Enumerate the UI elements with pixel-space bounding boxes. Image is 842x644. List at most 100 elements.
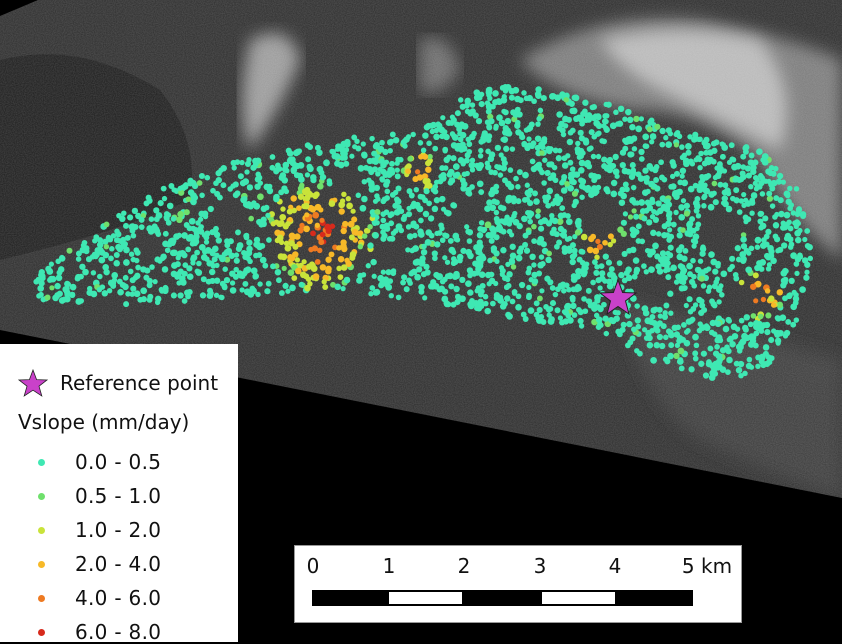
velocity-point bbox=[630, 184, 637, 191]
velocity-point bbox=[617, 226, 624, 233]
velocity-point bbox=[659, 141, 666, 148]
velocity-point bbox=[653, 341, 661, 349]
velocity-point bbox=[785, 198, 792, 205]
velocity-point bbox=[405, 224, 412, 230]
velocity-point bbox=[594, 264, 600, 270]
velocity-point bbox=[38, 269, 45, 276]
velocity-point bbox=[599, 138, 605, 144]
velocity-point bbox=[527, 218, 533, 225]
velocity-point bbox=[185, 246, 192, 253]
velocity-point bbox=[428, 122, 435, 129]
velocity-point bbox=[284, 167, 290, 174]
velocity-point bbox=[478, 220, 485, 226]
velocity-point bbox=[763, 241, 770, 248]
velocity-point bbox=[442, 255, 448, 261]
velocity-point bbox=[648, 166, 655, 172]
velocity-point bbox=[218, 294, 224, 300]
velocity-point bbox=[620, 192, 627, 200]
velocity-point bbox=[695, 213, 702, 219]
velocity-point bbox=[372, 232, 379, 239]
velocity-point bbox=[575, 140, 581, 147]
velocity-point bbox=[54, 282, 61, 290]
velocity-point bbox=[86, 289, 93, 296]
velocity-point bbox=[529, 143, 535, 150]
velocity-point bbox=[664, 256, 670, 262]
velocity-point bbox=[357, 244, 363, 250]
velocity-point bbox=[582, 308, 589, 315]
velocity-point bbox=[504, 295, 511, 302]
velocity-point bbox=[319, 217, 325, 223]
velocity-point bbox=[297, 227, 304, 234]
velocity-point bbox=[760, 296, 767, 303]
velocity-point bbox=[573, 285, 581, 293]
velocity-point bbox=[747, 321, 754, 328]
velocity-point bbox=[603, 101, 609, 108]
velocity-point bbox=[679, 173, 685, 179]
velocity-point bbox=[622, 181, 629, 188]
velocity-point bbox=[663, 334, 669, 341]
velocity-point bbox=[484, 205, 491, 213]
velocity-point bbox=[380, 229, 386, 235]
velocity-point bbox=[308, 246, 314, 253]
velocity-point bbox=[177, 185, 183, 191]
velocity-point bbox=[297, 193, 305, 200]
velocity-point bbox=[407, 155, 414, 162]
velocity-point bbox=[260, 205, 268, 213]
velocity-point bbox=[283, 188, 290, 195]
velocity-point bbox=[468, 133, 476, 141]
velocity-point bbox=[361, 178, 368, 185]
velocity-point bbox=[296, 172, 304, 180]
velocity-point bbox=[235, 229, 241, 236]
velocity-point bbox=[236, 242, 244, 249]
velocity-point bbox=[312, 211, 320, 219]
reference-point-star-icon bbox=[598, 278, 638, 316]
velocity-point bbox=[748, 245, 755, 252]
velocity-point bbox=[686, 262, 693, 270]
velocity-point bbox=[544, 194, 552, 201]
velocity-point bbox=[157, 200, 164, 207]
velocity-point bbox=[736, 209, 743, 215]
velocity-point bbox=[515, 293, 522, 300]
velocity-point bbox=[247, 258, 253, 265]
velocity-point bbox=[644, 247, 651, 254]
velocity-point bbox=[288, 240, 295, 247]
velocity-point bbox=[764, 328, 771, 336]
velocity-point bbox=[401, 213, 408, 220]
velocity-point bbox=[630, 170, 637, 177]
velocity-point bbox=[181, 232, 188, 239]
velocity-point bbox=[542, 157, 548, 163]
velocity-point bbox=[458, 121, 465, 128]
velocity-point bbox=[687, 308, 694, 315]
velocity-point bbox=[316, 149, 323, 156]
velocity-point bbox=[650, 357, 657, 364]
velocity-point bbox=[485, 271, 492, 279]
velocity-point bbox=[186, 273, 194, 281]
velocity-point bbox=[774, 337, 782, 344]
velocity-point bbox=[316, 247, 323, 254]
velocity-point bbox=[319, 264, 327, 271]
velocity-point bbox=[658, 159, 664, 166]
velocity-point bbox=[747, 159, 755, 166]
velocity-point bbox=[131, 207, 139, 215]
velocity-point bbox=[377, 274, 385, 282]
velocity-point bbox=[466, 148, 473, 155]
velocity-point bbox=[588, 129, 595, 136]
velocity-point bbox=[304, 284, 311, 292]
velocity-point bbox=[115, 243, 122, 251]
velocity-point bbox=[123, 301, 130, 308]
velocity-point bbox=[464, 170, 470, 177]
velocity-point bbox=[550, 201, 556, 207]
velocity-point bbox=[716, 286, 723, 294]
velocity-point bbox=[579, 194, 585, 200]
velocity-point bbox=[549, 285, 556, 291]
velocity-point bbox=[627, 214, 634, 220]
scale-tick-label: 2 bbox=[457, 554, 471, 578]
velocity-point bbox=[625, 168, 632, 175]
velocity-point bbox=[102, 263, 110, 271]
velocity-point bbox=[646, 219, 653, 226]
velocity-point bbox=[644, 199, 651, 206]
velocity-point bbox=[190, 254, 198, 261]
velocity-point bbox=[641, 189, 649, 197]
velocity-point bbox=[360, 141, 366, 147]
velocity-point bbox=[593, 269, 600, 276]
